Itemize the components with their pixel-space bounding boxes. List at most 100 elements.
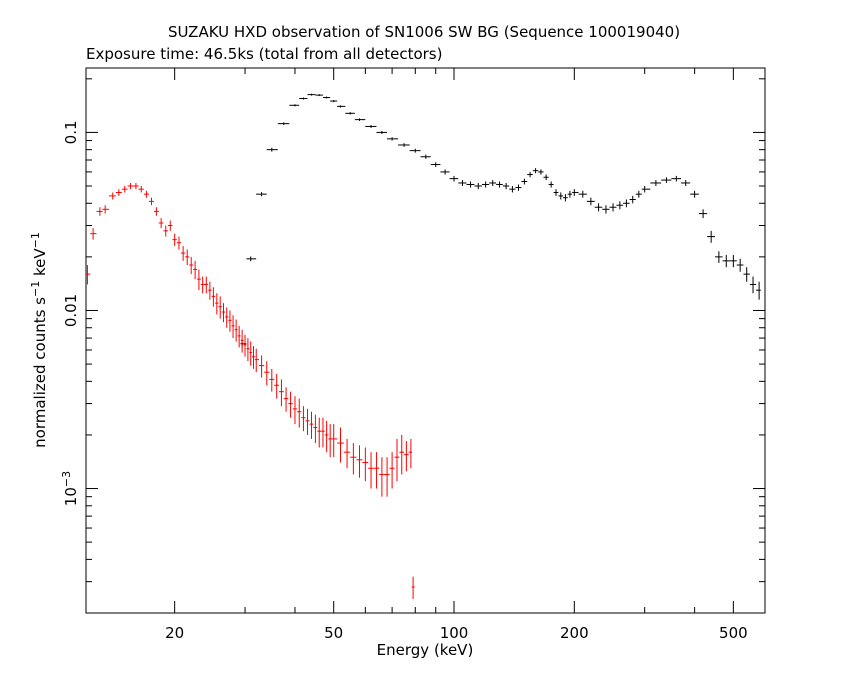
- data-point: [200, 276, 205, 294]
- data-point: [331, 424, 338, 458]
- data-point: [243, 334, 247, 357]
- data-point: [292, 396, 298, 425]
- data-point: [288, 391, 293, 418]
- y-axis-label: normalized counts s−1 keV−1: [29, 232, 49, 448]
- data-point: [96, 207, 103, 216]
- data-point: [707, 230, 716, 243]
- data-point: [153, 207, 159, 216]
- data-point: [458, 180, 467, 187]
- data-point: [356, 445, 363, 478]
- data-point: [185, 249, 190, 266]
- data-point: [474, 182, 482, 190]
- data-point: [301, 406, 306, 432]
- data-point: [221, 303, 226, 323]
- data-point: [616, 201, 624, 210]
- y-tick-label-text: 0.01: [62, 294, 80, 327]
- data-point: [543, 174, 549, 181]
- data-point: [563, 194, 568, 202]
- data-point: [337, 105, 346, 108]
- data-point: [729, 254, 737, 268]
- data-point: [715, 251, 723, 263]
- data-point: [168, 220, 173, 231]
- data-point: [158, 218, 164, 229]
- data-point: [594, 203, 603, 212]
- data-point: [189, 256, 194, 275]
- data-point: [246, 256, 257, 262]
- series-0: [240, 93, 761, 348]
- data-point: [496, 181, 503, 188]
- data-point: [211, 287, 216, 307]
- data-point: [228, 310, 232, 332]
- data-point: [690, 190, 699, 198]
- data-point: [133, 182, 139, 190]
- y-tick-label-text: 0.1: [62, 120, 80, 144]
- data-point: [578, 190, 587, 198]
- data-point: [538, 169, 544, 175]
- data-point: [330, 100, 338, 103]
- data-point: [641, 186, 651, 193]
- y-tick-label: 10−3: [60, 471, 80, 506]
- data-point: [337, 427, 344, 463]
- data-point: [143, 190, 149, 198]
- data-point: [322, 96, 331, 99]
- data-point: [313, 414, 318, 444]
- data-point: [722, 254, 730, 268]
- data-point: [743, 267, 750, 282]
- y-axis-label-main: normalized counts s: [31, 297, 49, 448]
- data-point: [115, 189, 122, 196]
- y-tick-label: 0.1: [62, 120, 80, 144]
- data-point: [345, 112, 355, 115]
- data-point: [362, 447, 369, 482]
- data-point: [258, 355, 265, 378]
- data-point: [404, 440, 409, 472]
- data-point: [321, 417, 325, 448]
- data-point: [266, 147, 278, 152]
- data-point: [466, 181, 475, 188]
- data-point: [354, 118, 366, 121]
- data-point: [237, 325, 241, 348]
- data-point: [502, 182, 510, 190]
- data-point: [176, 236, 182, 250]
- data-point: [609, 203, 617, 212]
- series-1: [85, 182, 415, 599]
- data-point: [324, 420, 329, 453]
- data-point: [386, 137, 399, 141]
- data-point: [225, 307, 229, 328]
- data-point: [548, 181, 554, 188]
- x-tick-label: 200: [560, 624, 589, 642]
- data-point: [317, 417, 322, 448]
- data-point: [698, 209, 708, 219]
- data-point: [252, 346, 255, 369]
- data-point: [411, 576, 415, 599]
- data-point: [309, 411, 314, 439]
- data-point: [623, 199, 630, 208]
- data-point: [756, 281, 761, 300]
- data-point: [163, 225, 169, 237]
- data-point: [307, 93, 316, 96]
- chart-subtitle: Exposure time: 46.5ks (total from all de…: [86, 45, 442, 63]
- data-point: [749, 276, 757, 294]
- y-tick-label-text: 10: [62, 487, 80, 506]
- x-tick-label: 20: [165, 624, 184, 642]
- data-point: [297, 398, 302, 428]
- data-point: [234, 319, 238, 342]
- x-tick-label: 100: [440, 624, 469, 642]
- data-point: [328, 424, 332, 458]
- data-point: [558, 192, 564, 200]
- y-tick-label: 0.01: [62, 294, 80, 327]
- data-point: [127, 182, 134, 190]
- data-point: [515, 184, 522, 191]
- data-point: [489, 180, 497, 187]
- data-point: [85, 265, 91, 285]
- data-point: [449, 175, 459, 182]
- data-point: [90, 228, 97, 240]
- data-point: [274, 373, 280, 399]
- data-point: [379, 457, 385, 497]
- data-point: [399, 434, 405, 475]
- data-point: [408, 438, 412, 469]
- chart-title: SUZAKU HXD observation of SN1006 SW BG (…: [168, 23, 680, 41]
- data-point: [264, 361, 270, 386]
- data-point: [635, 190, 642, 198]
- y-axis-label-sup2: −1: [29, 232, 42, 248]
- y-tick-label-sup: −3: [60, 471, 73, 487]
